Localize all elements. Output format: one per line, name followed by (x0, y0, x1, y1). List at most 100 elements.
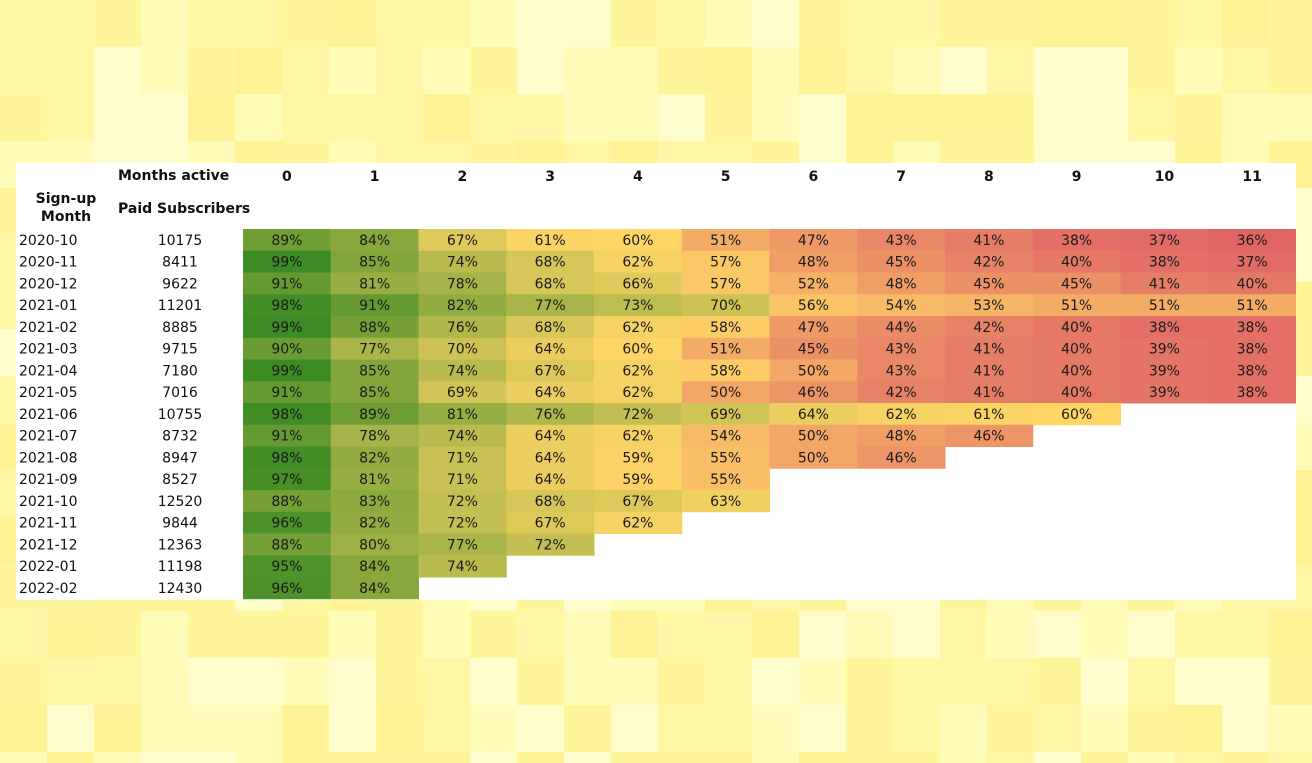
background-tile (799, 0, 846, 47)
background-tile (329, 752, 376, 763)
heatmap-cell-label: 88% (271, 494, 302, 510)
heatmap-cell-label: 42% (973, 255, 1004, 271)
cohort-retention-table: Months active Sign-up Month Paid Subscri… (16, 163, 1296, 600)
heatmap-cell (1032, 359, 1121, 382)
background-tile (893, 705, 940, 752)
background-tile (893, 752, 940, 763)
background-tile (1222, 611, 1269, 658)
heatmap-cell-label: 70% (710, 298, 741, 314)
heatmap-cell (857, 229, 946, 252)
paid-subscribers-value: 8411 (162, 255, 198, 271)
heatmap-cell-label: 41% (973, 342, 1004, 358)
heatmap-cell-label: 60% (622, 342, 653, 358)
background-tile (1222, 705, 1269, 752)
heatmap-cell (418, 490, 507, 513)
signup-month-label: 2021-10 (19, 494, 78, 510)
heatmap-cell-label: 45% (798, 342, 829, 358)
heatmap-cell (330, 403, 419, 426)
heatmap-cell-label: 74% (447, 363, 478, 379)
heatmap-cell-label: 52% (798, 276, 829, 292)
heatmap-cell (594, 468, 683, 491)
background-tile (423, 47, 470, 94)
heatmap-cell (330, 424, 419, 447)
heatmap-cell-label: 99% (271, 255, 302, 271)
paid-subscribers-value: 11201 (158, 298, 203, 314)
background-tile (376, 611, 423, 658)
background-tile (799, 611, 846, 658)
heatmap-cell (769, 337, 858, 360)
background-tile (1128, 0, 1175, 47)
heatmap-cell (1032, 316, 1121, 339)
heatmap-cell-label: 58% (710, 320, 741, 336)
heatmap-cell (594, 316, 683, 339)
heatmap-cell-label: 62% (622, 255, 653, 271)
heatmap-cell-label: 45% (973, 276, 1004, 292)
background-tile (376, 0, 423, 47)
heatmap-cell (945, 403, 1034, 426)
heatmap-cell-label: 84% (359, 233, 390, 249)
background-tile (1034, 47, 1081, 94)
heatmap-cell-label: 76% (535, 407, 566, 423)
background-tile (987, 47, 1034, 94)
background-tile (141, 94, 188, 141)
heatmap-cell-label: 53% (973, 298, 1004, 314)
background-tile (517, 752, 564, 763)
paid-subscribers-value: 10755 (158, 407, 203, 423)
background-tile (611, 705, 658, 752)
heatmap-cell-label: 64% (535, 385, 566, 401)
background-tile (235, 658, 282, 705)
background-tile (423, 752, 470, 763)
heatmap-cell-label: 98% (271, 450, 302, 466)
heatmap-cell (418, 555, 507, 578)
background-tile (423, 94, 470, 141)
background-tile (846, 94, 893, 141)
heatmap-cell-label: 62% (886, 407, 917, 423)
heatmap-cell (769, 272, 858, 295)
background-tile (235, 0, 282, 47)
heatmap-cell-label: 50% (798, 363, 829, 379)
heatmap-cell (1120, 337, 1209, 360)
background-tile (94, 705, 141, 752)
background-tile (1128, 611, 1175, 658)
background-tile (1034, 611, 1081, 658)
background-tile (282, 705, 329, 752)
heatmap-cell-label: 81% (359, 276, 390, 292)
background-tile (987, 0, 1034, 47)
heatmap-cell (594, 403, 683, 426)
background-tile (705, 705, 752, 752)
heatmap-cell (506, 294, 595, 317)
heatmap-cell-label: 47% (798, 320, 829, 336)
background-tile (611, 0, 658, 47)
background-tile (564, 611, 611, 658)
heatmap-cell-label: 73% (622, 298, 653, 314)
heatmap-cell-label: 43% (886, 363, 917, 379)
background-tile (188, 752, 235, 763)
background-tile (1269, 705, 1312, 752)
background-tile (658, 94, 705, 141)
heatmap-cell (769, 250, 858, 273)
column-header-1: 1 (370, 169, 380, 185)
background-tile (235, 705, 282, 752)
heatmap-cell (769, 316, 858, 339)
paid-subscribers-value: 9715 (162, 342, 198, 358)
background-tile (282, 47, 329, 94)
background-tile (611, 658, 658, 705)
paid-subscribers-value: 12430 (158, 581, 203, 597)
background-tile (1222, 658, 1269, 705)
heatmap-cell-label: 80% (359, 537, 390, 553)
background-tile (658, 658, 705, 705)
heatmap-cell (330, 229, 419, 252)
heatmap-cell-label: 88% (359, 320, 390, 336)
background-tile (423, 0, 470, 47)
heatmap-cell (243, 337, 332, 360)
heatmap-cell (594, 381, 683, 404)
heatmap-cell-label: 45% (886, 255, 917, 271)
background-tile (141, 752, 188, 763)
heatmap-cell (769, 424, 858, 447)
signup-month-header-line2: Month (41, 209, 91, 225)
months-active-header: Months active (118, 168, 229, 184)
heatmap-cell-label: 91% (271, 429, 302, 445)
heatmap-cell (769, 229, 858, 252)
heatmap-cell (857, 424, 946, 447)
heatmap-cell (681, 294, 770, 317)
